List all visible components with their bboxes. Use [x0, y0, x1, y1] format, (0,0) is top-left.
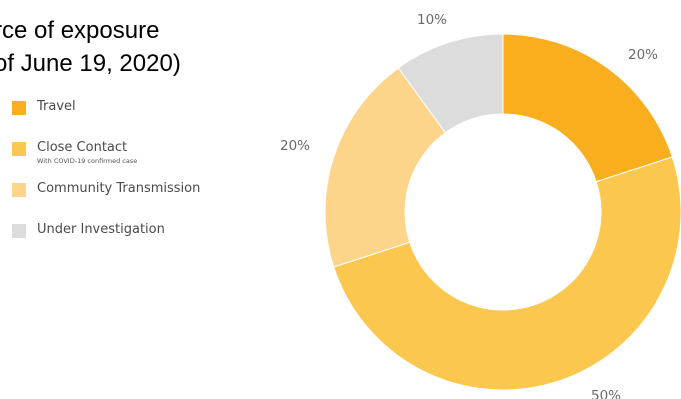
legend-swatch-travel: [12, 101, 26, 115]
chart-title: rce of exposure of June 19, 2020): [0, 16, 181, 79]
slice-close-contact: [333, 156, 681, 391]
legend-label-community-transmission: Community Transmission: [37, 181, 201, 196]
slice-travel: [502, 33, 673, 183]
chart-title-line-1: rce of exposure: [0, 17, 160, 44]
legend-swatch-close-contact: [12, 142, 26, 156]
chart-legend: Travel Close Contact With COVID-19 confi…: [0, 0, 260, 260]
slice-under-investigation: [397, 33, 504, 134]
legend-label-under-investigation: Under Investigation: [37, 222, 165, 237]
value-label-under-investigation: 10%: [417, 12, 447, 28]
chart-title-line-2: of June 19, 2020): [0, 50, 181, 77]
legend-swatch-community-transmission: [12, 183, 26, 197]
donut-value-labels: 20% 50% 20% 10%: [280, 12, 658, 399]
slice-community-transmission: [324, 67, 447, 268]
legend-label-close-contact: Close Contact: [37, 140, 128, 155]
legend-label-travel: Travel: [37, 99, 76, 114]
legend-sublabel-close-contact: With COVID-19 confirmed case: [37, 157, 138, 165]
value-label-travel: 20%: [628, 47, 658, 63]
donut-slices: [324, 33, 681, 391]
legend-swatch-under-investigation: [12, 224, 26, 238]
value-label-community-transmission: 20%: [280, 138, 310, 154]
value-label-close-contact: 50%: [591, 388, 621, 399]
